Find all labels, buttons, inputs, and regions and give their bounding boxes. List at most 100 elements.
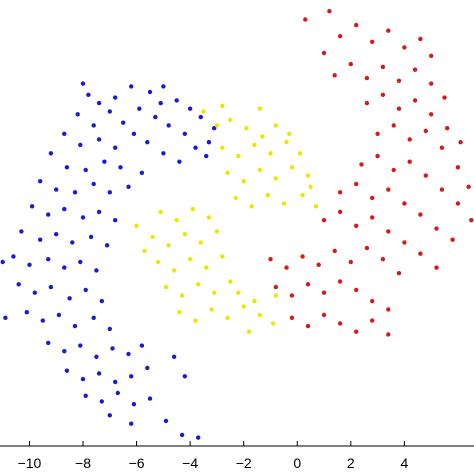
scatter-point [161,151,166,156]
scatter-point [332,248,337,254]
scatter-point [96,100,102,106]
scatter-point [91,315,96,320]
scatter-point [364,100,370,106]
scatter-point [179,293,185,298]
scatter-point [54,232,59,237]
scatter-point [321,290,327,295]
scatter-point [62,349,67,354]
scatter-point [273,284,278,290]
scatter-point [354,223,359,228]
x-tick-label: −8 [75,455,91,471]
scatter-point [80,81,86,86]
scatter-point [158,209,163,215]
scatter-point [99,298,105,304]
scatter-point [201,109,206,114]
scatter-point [113,145,118,150]
scatter-point [196,435,201,440]
scatter-point [46,340,51,346]
scatter-point [402,45,407,50]
scatter-point [246,329,252,334]
scatter-point [364,75,370,81]
x-tick-label: 0 [293,455,301,471]
scatter-point [179,432,185,438]
scatter-point [370,39,375,44]
scatter-point [11,254,16,259]
scatter-point [354,287,359,293]
scatter-point [24,310,29,315]
scatter-point [166,123,171,128]
x-tick-label: 4 [400,455,408,471]
scatter-point [348,259,353,265]
scatter-point [171,354,177,359]
scatter-point [370,215,375,220]
scatter-point [177,310,182,315]
scatter-point [91,181,96,187]
scatter-point [40,318,45,323]
scatter-point [177,159,182,164]
scatter-point [29,204,35,209]
scatter-point [418,36,423,42]
scatter-point [113,379,118,385]
scatter-point [354,329,359,334]
scatter-point [289,315,295,320]
scatter-point [370,318,375,323]
scatter-point [225,170,230,175]
scatter-point [182,232,187,237]
scatter-point [80,215,86,220]
scatter-point [268,257,273,262]
scatter-point [260,134,265,139]
scatter-point [225,315,230,320]
scatter-point [386,28,391,33]
scatter-point [289,165,295,170]
scatter-point [466,184,471,189]
scatter-point [244,126,249,131]
scatter-point [442,95,447,100]
scatter-point [204,153,209,159]
scatter-point [220,103,225,109]
scatter-point [305,173,311,178]
scatter-point [370,298,375,304]
scatter-point [370,195,375,201]
scatter-point [445,126,450,131]
scatter-point [220,145,225,150]
scatter-point [0,259,5,265]
scatter-point [198,240,203,245]
scatter-point [113,218,118,223]
scatter-point [391,167,396,173]
scatter-point [163,418,169,424]
scatter-point [142,248,147,254]
scatter-point [305,323,311,329]
scatter-point [99,399,105,404]
scatter-point [110,346,115,351]
scatter-point [354,22,359,28]
x-tick-label: −4 [182,455,198,471]
scatter-point [386,187,391,192]
scatter-point [273,123,278,128]
scatter-point [107,109,113,114]
scatter-point [300,192,305,198]
scatter-point [455,165,461,170]
scatter-point [418,212,423,217]
scatter-point [273,176,278,181]
scatter-point [214,123,220,128]
scatter-point [198,114,203,120]
scatter-point [134,223,139,228]
scatter-point [249,204,254,209]
scatter-point [155,259,161,265]
scatter-point [380,92,386,98]
scatter-point [380,257,386,262]
scatter-point [402,201,407,206]
scatter-point [75,112,80,117]
scatter-point [313,204,319,209]
scatter-point [86,92,91,98]
scatter-point [163,284,169,290]
scatter-point [396,78,402,84]
scatter-point [423,173,428,178]
scatter-point [147,89,153,95]
scatter-point [32,290,37,295]
scatter-point [182,131,187,136]
scatter-point [337,209,343,215]
scatter-point [386,307,391,312]
scatter-point [187,257,193,262]
scatter-point [206,215,212,220]
